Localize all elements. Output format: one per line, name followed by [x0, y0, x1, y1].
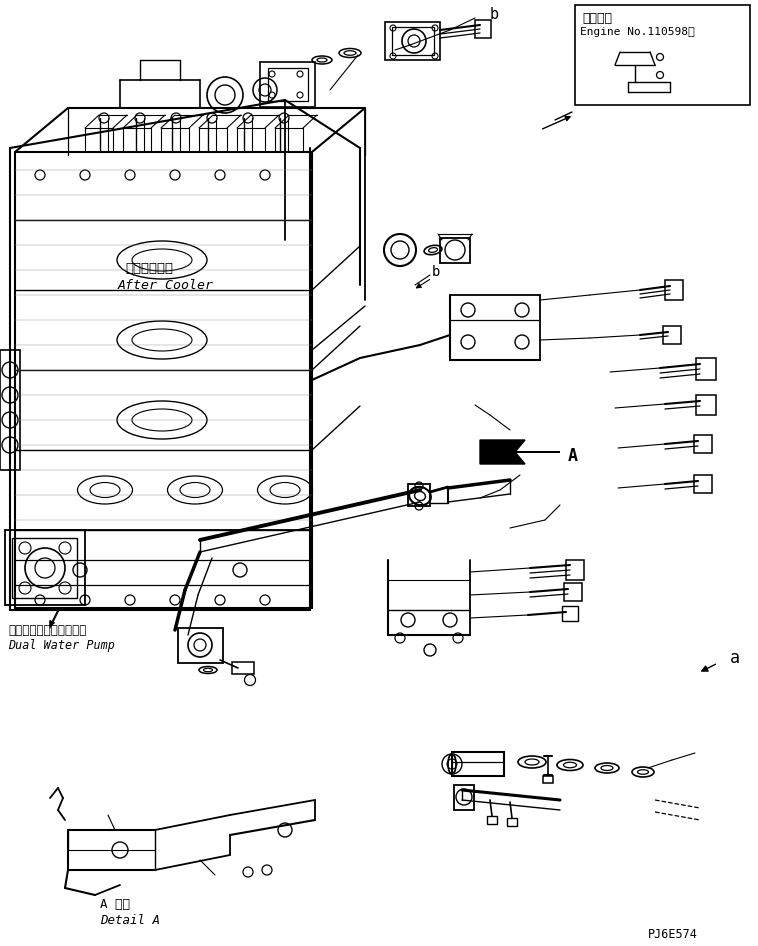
Text: A 詳細: A 詳細 — [100, 899, 130, 912]
Bar — [268, 68, 308, 101]
Text: Dual Water Pump: Dual Water Pump — [8, 639, 115, 652]
Text: 適用号機: 適用号機 — [582, 11, 612, 25]
Bar — [564, 583, 582, 601]
Bar — [0, 350, 20, 470]
Text: b: b — [490, 7, 499, 22]
Bar — [475, 20, 491, 38]
Text: A: A — [568, 447, 578, 465]
Bar — [452, 752, 504, 776]
Bar — [543, 776, 553, 783]
Bar — [566, 560, 584, 580]
Text: デュアルウォータポンプ: デュアルウォータポンプ — [8, 623, 86, 637]
Bar — [385, 22, 440, 60]
Bar — [694, 435, 712, 453]
Bar — [392, 27, 434, 55]
Bar — [696, 395, 716, 415]
Bar — [696, 358, 716, 380]
Bar — [454, 785, 474, 810]
Bar — [665, 280, 683, 300]
Text: After Cooler: After Cooler — [118, 278, 214, 291]
Text: Engine No.110598～: Engine No.110598～ — [580, 27, 695, 37]
Text: b: b — [432, 265, 440, 279]
Text: PJ6E574: PJ6E574 — [648, 927, 698, 940]
Bar — [487, 816, 497, 824]
Bar — [232, 662, 254, 674]
Text: a: a — [730, 649, 740, 667]
Polygon shape — [480, 440, 560, 464]
Bar — [15, 530, 312, 608]
Bar — [178, 628, 223, 663]
Bar — [575, 5, 750, 105]
Bar — [440, 238, 470, 263]
Bar — [507, 818, 517, 826]
Bar — [694, 475, 712, 493]
Bar — [663, 326, 681, 344]
Bar — [12, 538, 77, 598]
Bar — [260, 62, 315, 107]
Text: Detail A: Detail A — [100, 914, 160, 926]
Bar — [408, 484, 430, 506]
Bar — [5, 530, 85, 605]
Text: アフタクーラ: アフタクーラ — [125, 261, 173, 274]
Bar — [562, 606, 578, 621]
